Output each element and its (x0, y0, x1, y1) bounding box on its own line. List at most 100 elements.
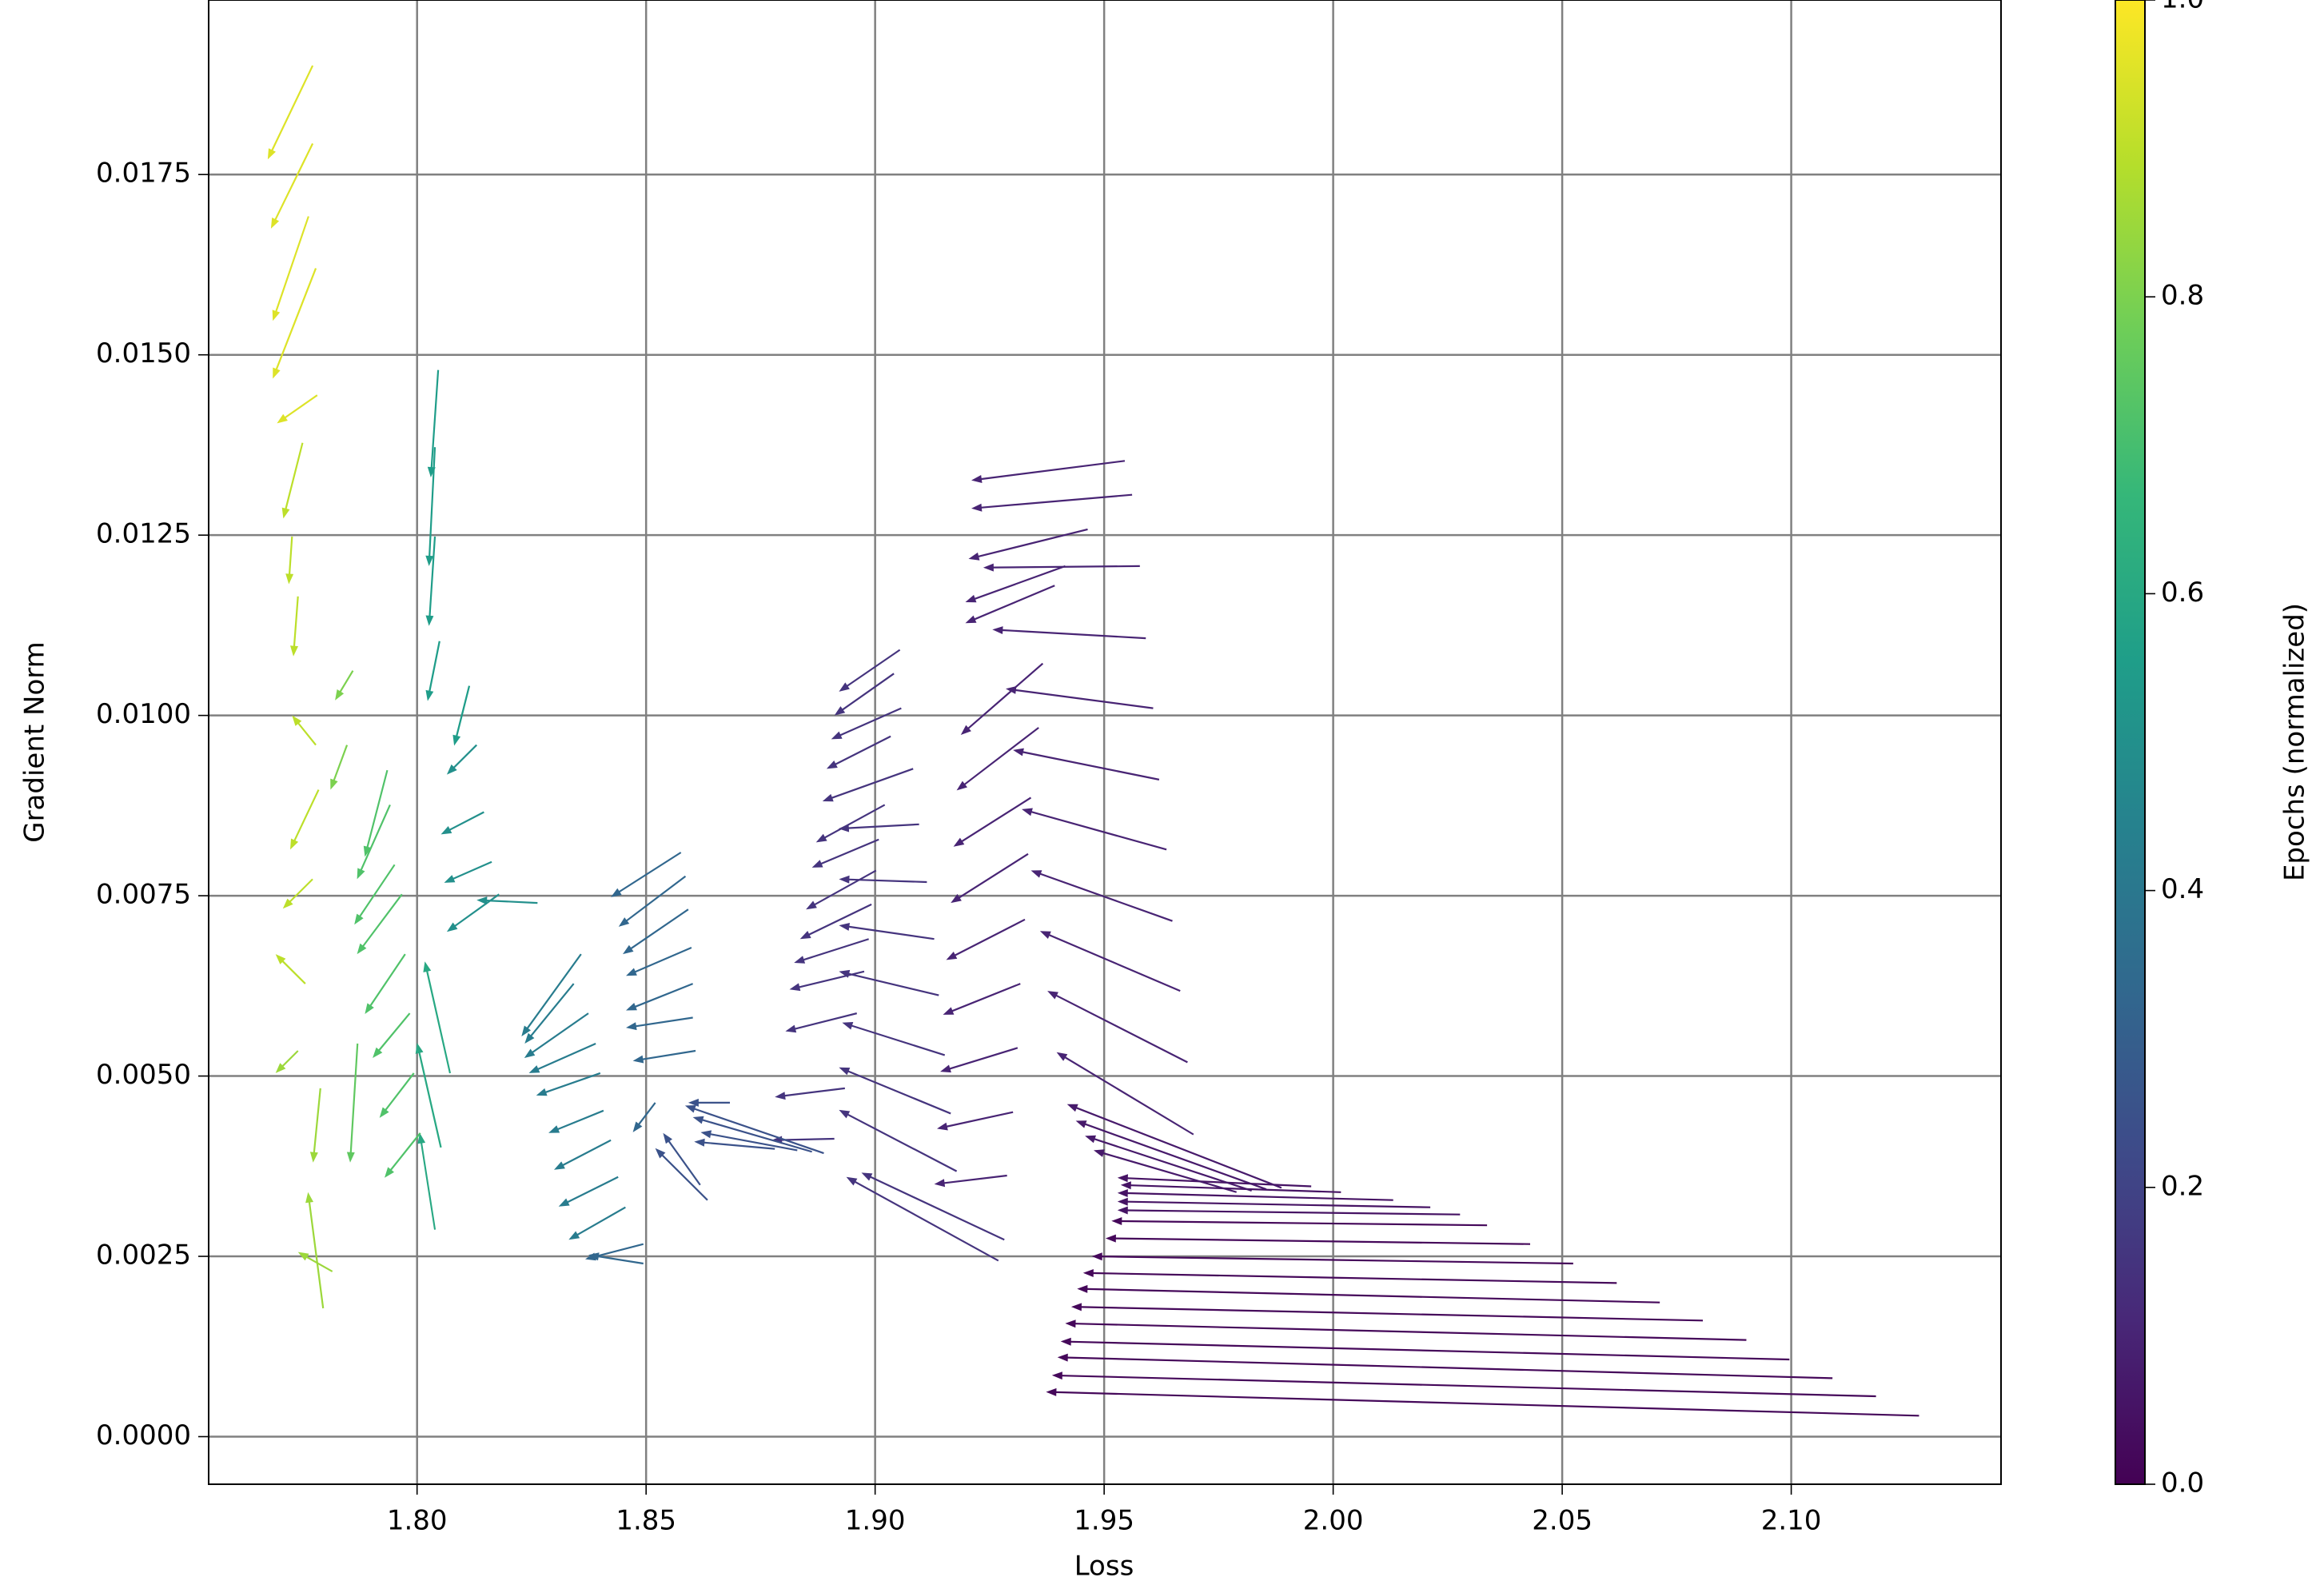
arrow (839, 875, 927, 884)
arrow (272, 216, 309, 321)
arrow (785, 1012, 857, 1033)
arrow (425, 536, 436, 626)
arrow (446, 744, 477, 775)
arrow (335, 670, 354, 701)
arrow (1070, 1303, 1703, 1322)
arrow (548, 1109, 604, 1133)
arrow (1065, 1320, 1747, 1341)
arrow (1082, 1269, 1617, 1284)
x-axis-label: Loss (1074, 1551, 1134, 1583)
arrow (684, 1105, 824, 1155)
arrow (363, 769, 389, 857)
y-tick-label: 0.0000 (96, 1419, 191, 1451)
arrow (838, 823, 919, 832)
arrow (775, 1087, 845, 1100)
arrow (423, 961, 451, 1074)
arrow (528, 1043, 596, 1073)
arrow (794, 938, 869, 964)
arrow (1039, 931, 1181, 992)
arrow (275, 954, 306, 984)
arrow (297, 1252, 333, 1272)
arrow (968, 528, 1088, 561)
arrow (799, 903, 872, 940)
colorbar (2115, 0, 2146, 1485)
arrow (846, 1176, 999, 1262)
arrow (1091, 1252, 1573, 1265)
y-tick-label: 0.0050 (96, 1059, 191, 1091)
colorbar-tick-label: 0.2 (2161, 1170, 2204, 1202)
arrow (842, 1022, 946, 1056)
arrow (521, 953, 582, 1036)
arrow (357, 804, 391, 880)
arrow (452, 685, 471, 746)
arrow (1057, 1353, 1833, 1379)
x-tick-label: 1.95 (1074, 1505, 1134, 1537)
y-tick-label: 0.0025 (96, 1240, 191, 1272)
arrow (267, 65, 314, 160)
arrow (1006, 686, 1154, 709)
arrow (965, 565, 1066, 603)
arrow (1117, 1189, 1393, 1201)
arrow (632, 1102, 656, 1132)
arrow (476, 896, 538, 905)
arrow (290, 789, 320, 850)
arrow (971, 460, 1126, 483)
arrow (1120, 1181, 1341, 1193)
arrow (568, 1206, 626, 1240)
arrow (934, 1174, 1007, 1188)
colorbar-tick-label: 0.8 (2161, 280, 2204, 312)
arrow (588, 1252, 644, 1265)
arrow (309, 1088, 321, 1163)
colorbar-tick-label: 0.4 (2161, 873, 2204, 905)
arrow (822, 768, 914, 802)
y-tick-label: 0.0150 (96, 337, 191, 369)
arrow (354, 864, 396, 925)
y-axis-label: Gradient Norm (19, 641, 51, 843)
arrow (943, 983, 1021, 1015)
arrow (427, 369, 440, 477)
arrow (415, 1043, 442, 1148)
arrow (1046, 1387, 1919, 1417)
arrow (357, 893, 403, 955)
arrow (965, 585, 1055, 624)
arrow (292, 715, 317, 746)
arrow (861, 1172, 1005, 1241)
arrow (1022, 808, 1167, 851)
arrow (281, 442, 304, 519)
arrow (275, 1050, 299, 1073)
arrow (806, 869, 877, 910)
arrow (826, 735, 891, 769)
arrow (273, 268, 317, 379)
arrow (951, 852, 1029, 904)
arrow (440, 811, 484, 835)
arrow (1056, 1052, 1194, 1136)
arrow (937, 1111, 1014, 1131)
arrow (789, 970, 865, 992)
arrow (270, 143, 314, 229)
arrow (425, 447, 436, 566)
arrow (1047, 991, 1188, 1064)
arrow (700, 1130, 798, 1152)
colorbar-label: Epochs (normalized) (2279, 603, 2311, 881)
arrow (365, 953, 406, 1014)
y-tick-label: 0.0175 (96, 158, 191, 190)
arrow (379, 1072, 415, 1118)
arrow (417, 1132, 436, 1230)
arrow (960, 662, 1044, 735)
x-tick-label: 2.10 (1761, 1505, 1822, 1537)
arrow (839, 969, 939, 996)
x-tick-label: 1.85 (616, 1505, 676, 1537)
arrow (285, 536, 294, 585)
x-tick-label: 1.80 (387, 1505, 448, 1537)
arrow (1105, 1234, 1530, 1245)
arrow (655, 1148, 708, 1201)
arrow (1117, 1174, 1312, 1188)
arrow (839, 923, 935, 940)
arrow (1077, 1284, 1660, 1304)
arrow (290, 596, 299, 657)
y-tick-label: 0.0075 (96, 879, 191, 911)
arrow (771, 1136, 835, 1144)
arrow (663, 1132, 701, 1186)
